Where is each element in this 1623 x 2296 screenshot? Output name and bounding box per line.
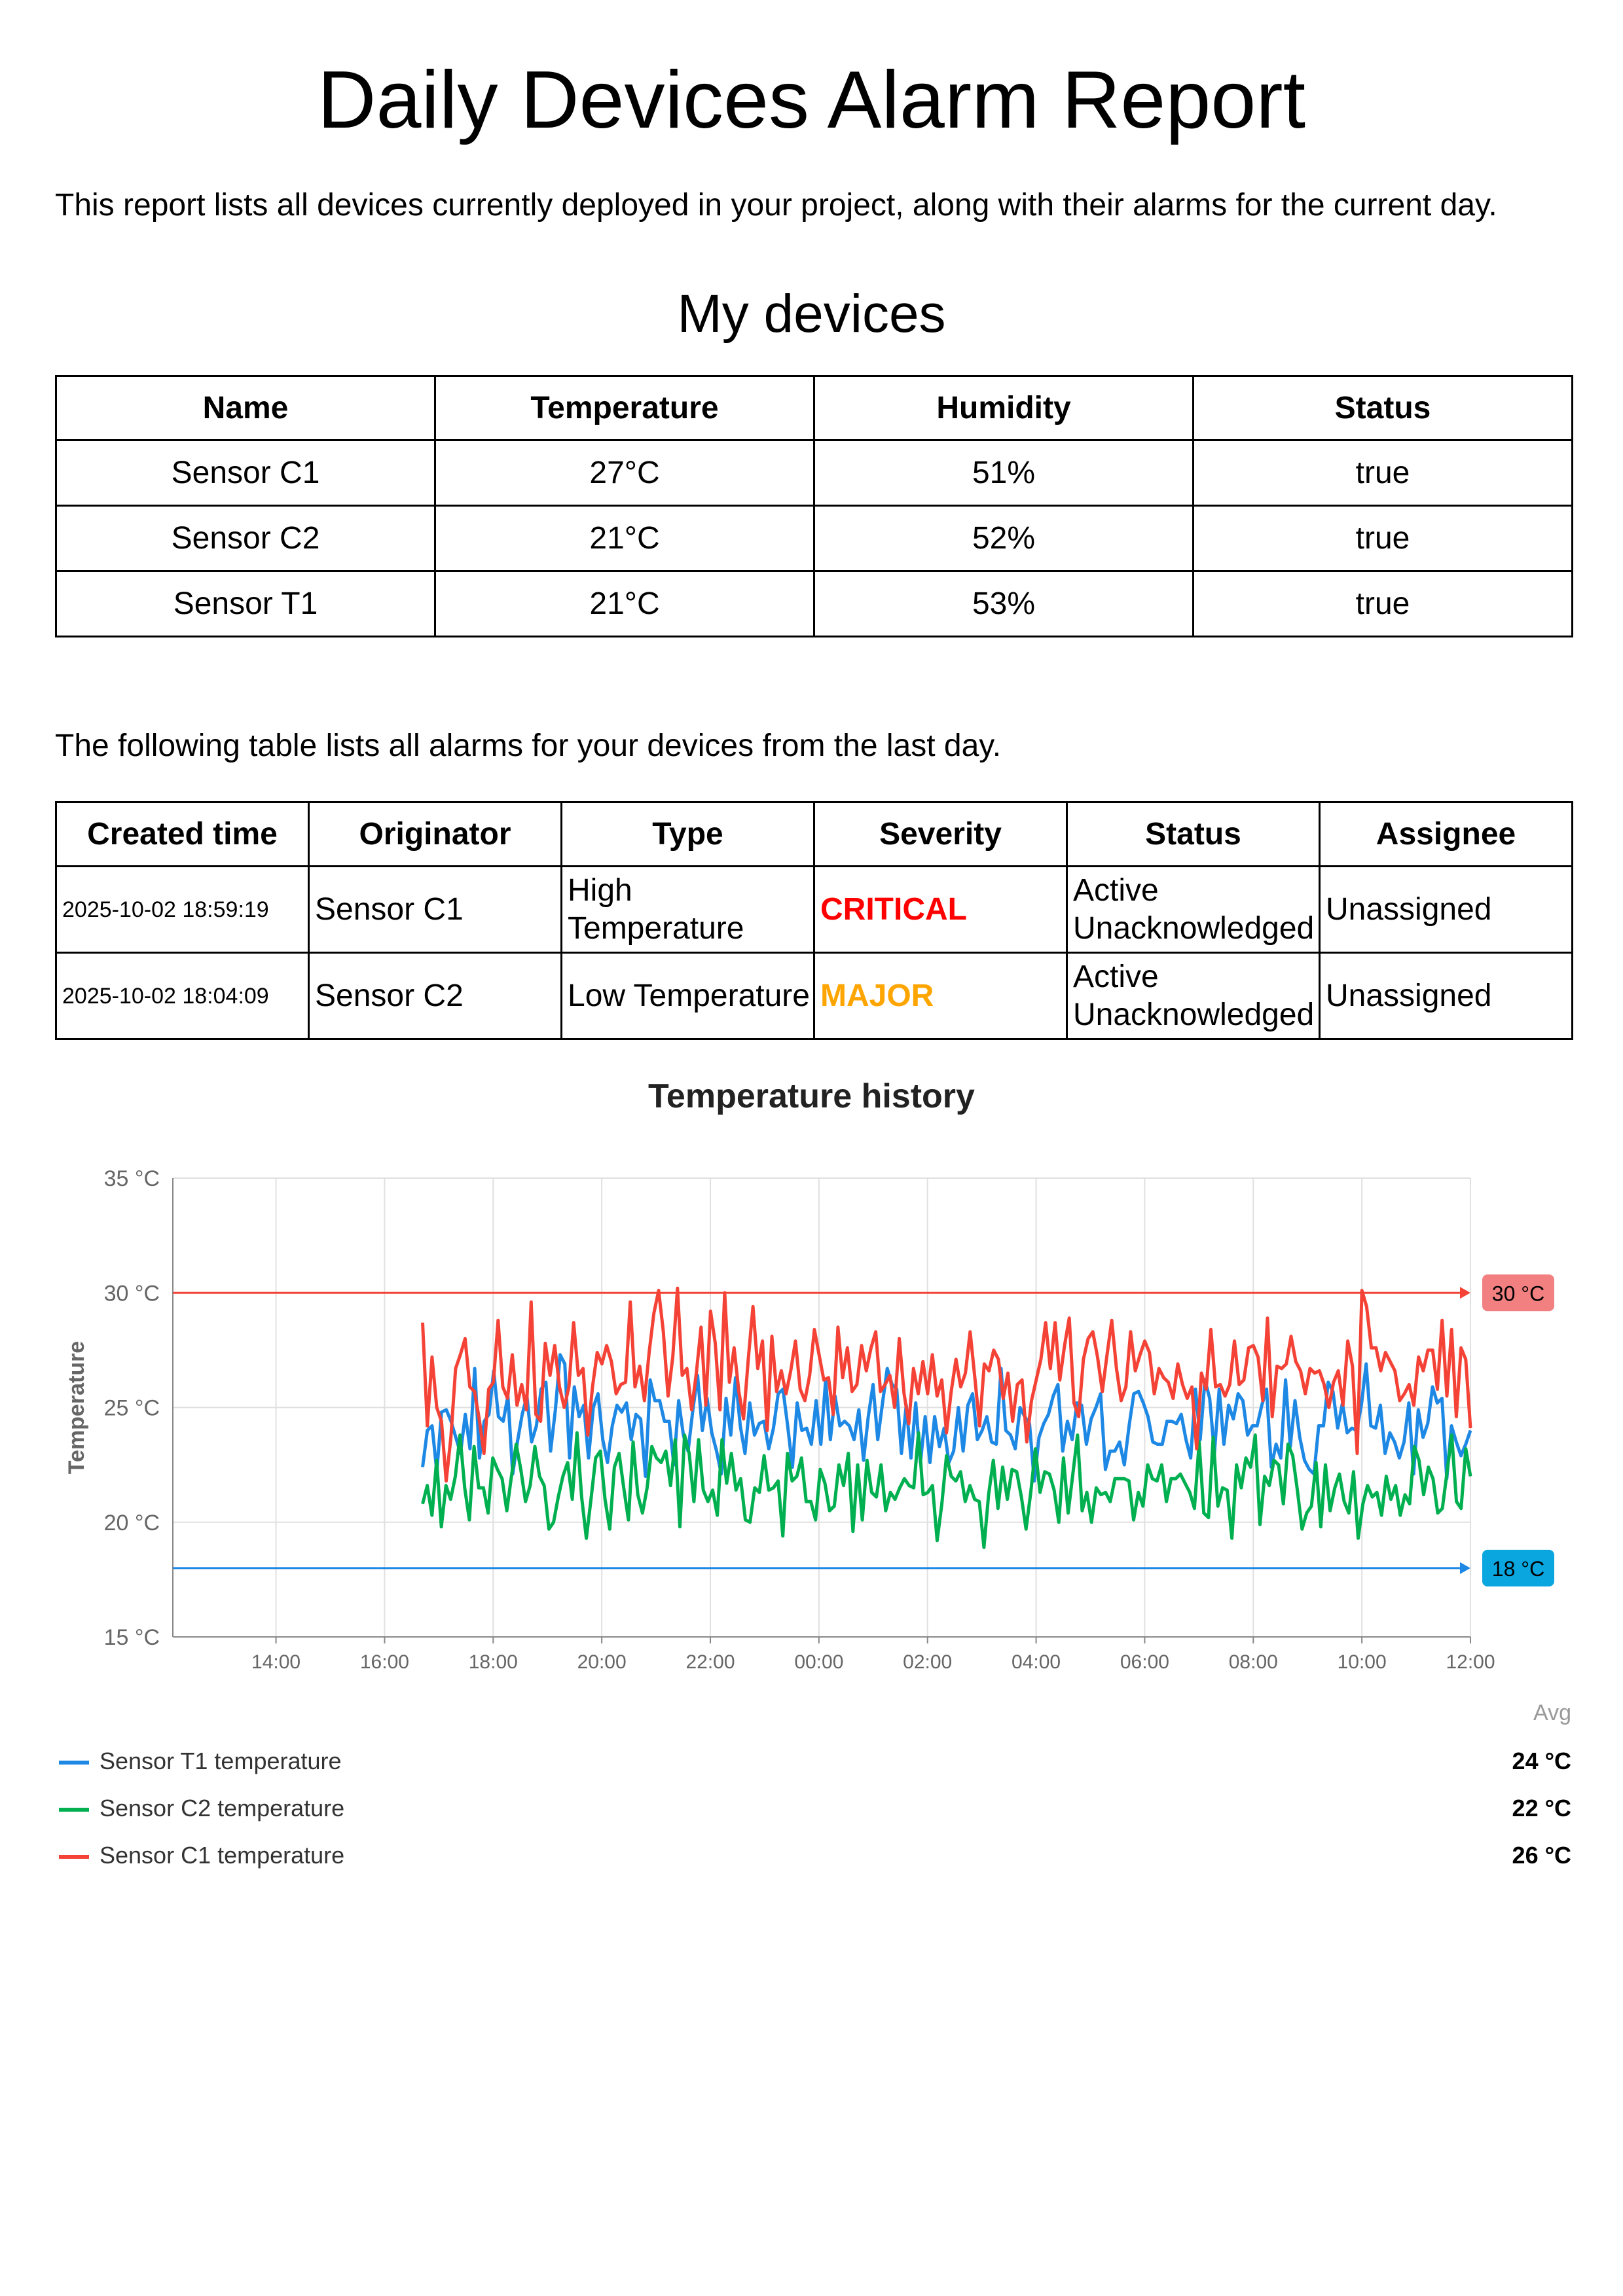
legend-item-sensor-c1[interactable]: Sensor C1 temperature 26 °C <box>55 1838 1571 1874</box>
table-row: 2025-10-02 18:59:19 Sensor C1 High Tempe… <box>55 865 1573 954</box>
legend-swatch <box>59 1761 89 1765</box>
alarms-header-row: Created time Originator Type Severity St… <box>55 801 1573 867</box>
threshold-label: 30 °C <box>1492 1282 1544 1305</box>
y-tick-label: 35 °C <box>104 1166 160 1191</box>
devices-header-row: Name Temperature Humidity Status <box>55 375 1573 441</box>
alarm-type: Low Temperature <box>560 952 815 1040</box>
device-status: true <box>1192 505 1573 572</box>
y-tick-label: 25 °C <box>104 1396 160 1421</box>
x-tick-label: 20:00 <box>577 1651 627 1673</box>
x-tick-label: 18:00 <box>469 1651 518 1673</box>
devices-header-temperature: Temperature <box>434 375 815 441</box>
x-tick-label: 10:00 <box>1338 1651 1387 1673</box>
x-tick-label: 06:00 <box>1120 1651 1169 1673</box>
device-humidity: 53% <box>813 570 1194 637</box>
legend-avg-value: 22 °C <box>1512 1795 1571 1821</box>
device-temperature: 27°C <box>434 439 815 507</box>
temperature-chart: 15 °C 20 °C 25 °C 30 °C 35 °C 14:00 16:00 18:00… <box>64 1166 1554 1673</box>
threshold-badge <box>1482 1549 1554 1587</box>
alarm-created-time: 2025-10-02 18:04:09 <box>55 952 310 1040</box>
alarms-header-status: Status <box>1066 801 1321 867</box>
legend-avg-value: 26 °C <box>1512 1842 1571 1869</box>
alarms-header-assignee: Assignee <box>1319 801 1573 867</box>
x-tick-label: 14:00 <box>251 1651 301 1673</box>
threshold-arrow <box>1460 1287 1470 1299</box>
table-row: Sensor C2 21°C 52% true <box>55 505 1573 572</box>
series-line-1 <box>421 1353 1472 1483</box>
report-intro: This report lists all devices currently … <box>55 188 1497 223</box>
table-row: Sensor T1 21°C 53% true <box>55 570 1573 637</box>
alarm-assignee: Unassigned <box>1319 865 1573 954</box>
threshold-badge <box>1482 1274 1554 1312</box>
y-tick-label: 20 °C <box>104 1511 160 1535</box>
device-status: true <box>1192 570 1573 637</box>
device-status: true <box>1192 439 1573 507</box>
chart-title: Temperature history <box>648 1077 975 1115</box>
alarm-severity: MAJOR <box>813 952 1068 1040</box>
report-title: Daily Devices Alarm Report <box>317 55 1306 145</box>
alarm-status: Active Unacknowledged <box>1066 952 1321 1040</box>
device-humidity: 51% <box>813 439 1194 507</box>
x-tick-label: 04:00 <box>1012 1651 1061 1673</box>
x-tick-label: 00:00 <box>794 1651 843 1673</box>
alarms-intro: The following table lists all alarms for… <box>55 728 1002 763</box>
legend-item-sensor-t1[interactable]: Sensor T1 temperature 24 °C <box>55 1744 1571 1780</box>
alarm-originator: Sensor C2 <box>308 952 562 1040</box>
alarms-table: Created time Originator Type Severity St… <box>55 801 1573 1040</box>
devices-header-humidity: Humidity <box>813 375 1194 441</box>
devices-header-status: Status <box>1192 375 1573 441</box>
legend-avg-header: Avg <box>1533 1700 1571 1725</box>
alarm-assignee: Unassigned <box>1319 952 1573 1040</box>
x-tick-label: 22:00 <box>685 1651 735 1673</box>
device-name: Sensor T1 <box>55 570 436 637</box>
alarm-originator: Sensor C1 <box>308 865 562 954</box>
x-tick-label: 08:00 <box>1229 1651 1278 1673</box>
x-tick-label: 02:00 <box>903 1651 952 1673</box>
alarm-type: High Temperature <box>560 865 815 954</box>
alarms-header-created-time: Created time <box>55 801 310 867</box>
y-tick-label: 30 °C <box>104 1281 160 1306</box>
y-tick-label: 15 °C <box>104 1625 160 1650</box>
device-temperature: 21°C <box>434 570 815 637</box>
alarms-header-severity: Severity <box>813 801 1068 867</box>
legend-label: Sensor C2 temperature <box>100 1795 345 1821</box>
table-row: Sensor C1 27°C 51% true <box>55 439 1573 507</box>
table-row: 2025-10-02 18:04:09 Sensor C2 Low Temper… <box>55 952 1573 1040</box>
devices-heading: My devices <box>677 284 946 344</box>
device-name: Sensor C2 <box>55 505 436 572</box>
threshold-label: 18 °C <box>1492 1557 1544 1581</box>
device-humidity: 52% <box>813 505 1194 572</box>
threshold-arrow <box>1460 1562 1470 1574</box>
legend-item-sensor-c2[interactable]: Sensor C2 temperature 22 °C <box>55 1791 1571 1827</box>
devices-header-name: Name <box>55 375 436 441</box>
series-line-2 <box>421 1431 1472 1549</box>
alarms-header-type: Type <box>560 801 815 867</box>
alarm-status: Active Unacknowledged <box>1066 865 1321 954</box>
legend-label: Sensor T1 temperature <box>100 1748 342 1774</box>
x-tick-label: 12:00 <box>1446 1651 1495 1673</box>
device-temperature: 21°C <box>434 505 815 572</box>
legend-swatch <box>59 1855 89 1859</box>
alarms-header-originator: Originator <box>308 801 562 867</box>
legend-label: Sensor C1 temperature <box>100 1842 345 1869</box>
legend-avg-value: 24 °C <box>1512 1748 1571 1774</box>
series-line-3 <box>421 1286 1472 1483</box>
y-axis-label: Temperature <box>64 1341 89 1474</box>
alarm-severity: CRITICAL <box>813 865 1068 954</box>
x-tick-label: 16:00 <box>360 1651 409 1673</box>
devices-table: Name Temperature Humidity Status Sensor … <box>55 375 1573 637</box>
legend-swatch <box>59 1808 89 1812</box>
device-name: Sensor C1 <box>55 439 436 507</box>
alarm-created-time: 2025-10-02 18:59:19 <box>55 865 310 954</box>
